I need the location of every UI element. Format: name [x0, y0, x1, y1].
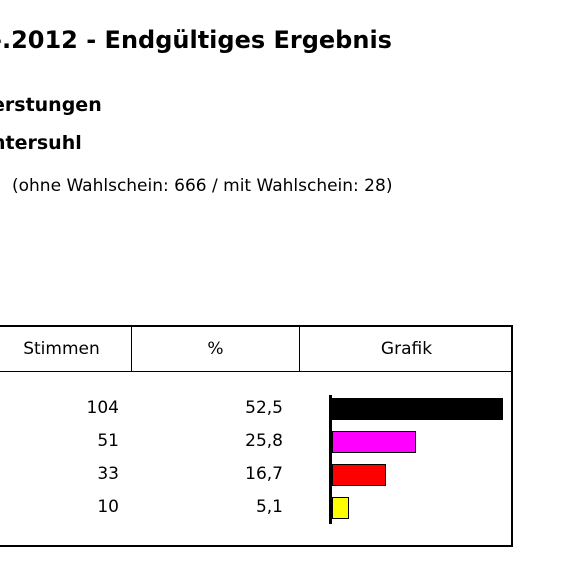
column-header-graphic: Grafik — [380, 339, 433, 359]
page-title: -.2012 - Endgültiges Ergebnis — [0, 26, 392, 54]
percent-cell: 5,1 — [255, 497, 283, 517]
municipality-heading: ntersuhl — [0, 132, 82, 154]
column-header-votes: Stimmen — [0, 327, 132, 371]
column-header-percent: % — [132, 327, 300, 371]
table-row: 104 52,5 — [0, 393, 511, 426]
header-divider — [0, 371, 511, 372]
table-row: 10 5,1 — [0, 492, 511, 525]
table-row: 51 25,8 — [0, 426, 511, 459]
bar-axis-line — [329, 395, 332, 524]
table-row: 33 16,7 — [0, 459, 511, 492]
percent-cell: 52,5 — [245, 398, 283, 418]
votes-cell: 33 — [97, 464, 119, 484]
votes-cell: 10 — [97, 497, 119, 517]
votes-cell: 51 — [97, 431, 119, 451]
percent-cell: 25,8 — [245, 431, 283, 451]
result-bar — [332, 497, 349, 519]
turnout-note: (ohne Wahlschein: 666 / mit Wahlschein: … — [12, 176, 393, 196]
votes-cell: 104 — [86, 398, 119, 418]
result-bar — [332, 464, 387, 486]
result-bar — [332, 398, 503, 420]
percent-cell: 16,7 — [245, 464, 283, 484]
results-table: Stimmen % Grafik 104 52,5 51 25,8 33 16,… — [0, 325, 513, 547]
election-type-heading: erstungen — [0, 94, 102, 116]
result-bar — [332, 431, 417, 453]
